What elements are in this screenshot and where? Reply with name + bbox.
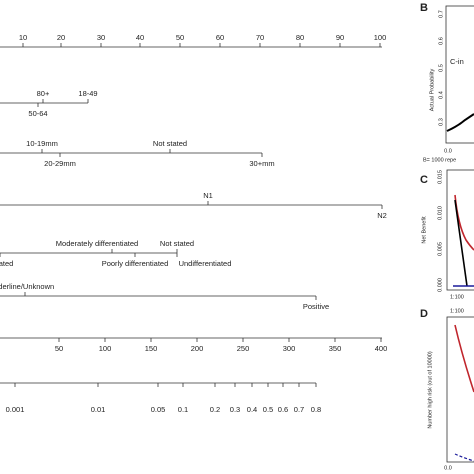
category-label: 18-49: [78, 89, 97, 98]
all-curve: [454, 199, 468, 287]
x-tick-label: 0.0: [444, 465, 452, 471]
category-label: Positive: [303, 302, 329, 311]
category-label: Poorly differentiated: [102, 259, 169, 268]
category-label: 20-29mm: [44, 159, 76, 168]
y-label: Net Benefit: [421, 216, 427, 244]
tick-label: 150: [145, 344, 158, 353]
tick-label: 20: [57, 33, 65, 42]
category-label: N2: [377, 211, 387, 220]
tick-label: 70: [256, 33, 264, 42]
category-label: 10-19mm: [26, 139, 58, 148]
y-tick-label: 0.4: [438, 91, 444, 99]
y-tick-label: 0.3: [438, 118, 444, 126]
tick-label: 300: [283, 344, 296, 353]
tick-label: 90: [336, 33, 344, 42]
category-label: Moderately differentiated: [56, 239, 138, 248]
x-tick-label: 1:100: [450, 294, 464, 300]
tick-label: 0.001: [6, 405, 25, 414]
y-tick-label: 0.7: [438, 10, 444, 18]
tick-label: 0.5: [263, 405, 273, 414]
category-label: 80+: [37, 89, 50, 98]
panel-letter: C: [420, 174, 428, 186]
tick-label: 350: [329, 344, 342, 353]
tick-label: 60: [216, 33, 224, 42]
tick-label: 200: [191, 344, 204, 353]
y-ticks: 0.7 0.6 0.5 0.4 0.3: [438, 10, 444, 126]
panel-letter: B: [420, 2, 428, 14]
category-label: Undifferentiated: [179, 259, 232, 268]
tick-label: 100: [99, 344, 112, 353]
tick-label: 0.4: [247, 405, 257, 414]
tick-label: 80: [296, 33, 304, 42]
panel-box: [446, 316, 474, 463]
y-label: Actual Probability: [429, 69, 435, 112]
annotation: C-in: [450, 57, 464, 66]
panel-letter: D: [420, 308, 428, 320]
x-tick-label: 0.0: [444, 148, 452, 154]
tick-label: 100: [374, 33, 387, 42]
calibration-curve: [446, 113, 474, 132]
y-label: Number high risk (out of 10000): [427, 351, 433, 429]
tick-label: 250: [237, 344, 250, 353]
y-tick-label: 0.015: [437, 170, 443, 184]
nomogram: 10 20 30 40 50 60 70 80 90 100 80+ 50-64 18-49 10-19m…: [0, 33, 387, 414]
tick-label: 40: [136, 33, 144, 42]
y-ticks: 0.015 0.010 0.005 0.000: [437, 170, 443, 292]
tick-label: 0.01: [91, 405, 106, 414]
x-tick-label: 1:100: [450, 308, 464, 314]
panel-box: [445, 5, 474, 144]
y-tick-label: 0.005: [437, 242, 443, 256]
category-label: N1: [203, 191, 213, 200]
category-label: ated: [0, 259, 13, 268]
tick-label: 400: [375, 344, 388, 353]
tick-label: 50: [176, 33, 184, 42]
note: B= 1000 repe: [423, 157, 456, 163]
category-label: Not stated: [160, 239, 194, 248]
y-tick-label: 0.5: [438, 64, 444, 72]
category-label: 50-64: [28, 109, 47, 118]
tick-label: 0.8: [311, 405, 321, 414]
tick-label: 0.3: [230, 405, 240, 414]
tick-label: 0.05: [151, 405, 166, 414]
tick-label: 30: [97, 33, 105, 42]
tick-label: 0.7: [294, 405, 304, 414]
category-label: Not stated: [153, 139, 187, 148]
y-tick-label: 0.000: [437, 278, 443, 292]
high-risk-curve: [454, 324, 474, 393]
tick-label: 50: [55, 344, 63, 353]
y-tick-label: 0.6: [438, 37, 444, 45]
tick-label: 0.1: [178, 405, 188, 414]
tick-label: 0.2: [210, 405, 220, 414]
tick-label: 10: [19, 33, 27, 42]
tick-label: 0.6: [278, 405, 288, 414]
category-label: 30+mm: [249, 159, 274, 168]
panel-box: [446, 169, 474, 291]
y-tick-label: 0.010: [437, 206, 443, 220]
category-label: rderline/Unknown: [0, 282, 54, 291]
events-curve: [454, 453, 474, 462]
